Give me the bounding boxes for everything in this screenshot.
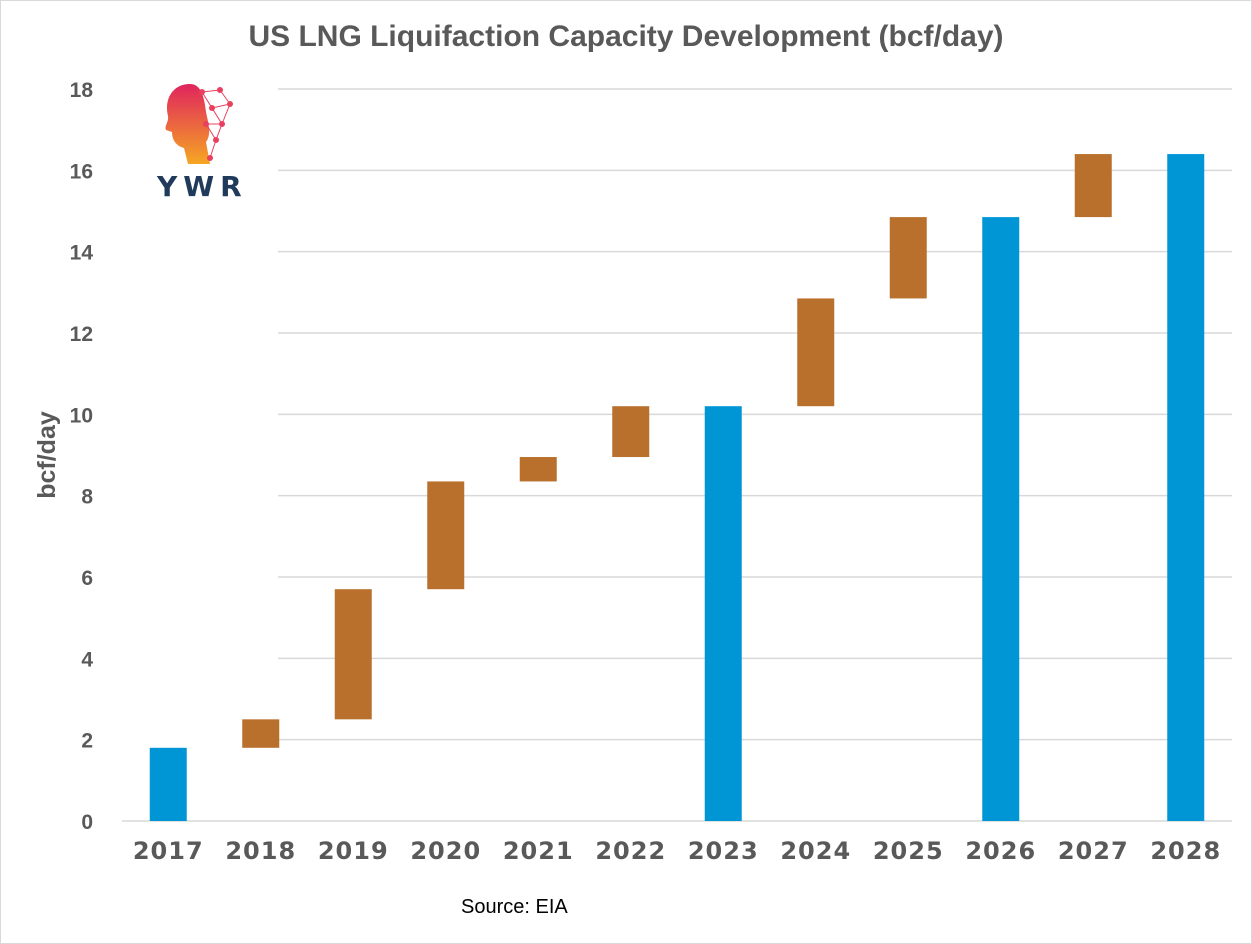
chart-title: US LNG Liquifaction Capacity Development… [248,20,1004,53]
x-tick-label: 2017 [133,837,204,865]
logo-text: YWR [157,170,248,203]
y-tick-label: 4 [81,648,93,671]
x-tick-label: 2023 [688,837,759,865]
x-tick-label: 2018 [225,837,296,865]
y-axis-label: bcf/day [33,411,61,499]
y-tick-label: 2 [81,730,93,753]
y-tick-label: 6 [81,567,93,590]
x-tick-label: 2024 [780,837,851,865]
ywr-logo [150,78,250,208]
bar-2017 [149,747,187,821]
bar-2027 [1074,154,1112,218]
bar-2024 [797,298,835,407]
head-network-icon [165,84,233,164]
x-tick-label: 2028 [1150,837,1221,865]
bar-2019 [334,589,372,720]
bar-2021 [519,457,557,482]
x-tick-label: 2020 [410,837,481,865]
bar-2025 [889,217,927,299]
x-tick-label: 2025 [873,837,944,865]
x-tick-label: 2021 [503,837,574,865]
bar-2028 [1167,154,1205,822]
y-tick-label: 10 [70,404,93,427]
bar-2022 [612,406,650,458]
bar-2023 [704,406,742,821]
source-note: Source: EIA [461,896,568,918]
bar-2018 [242,719,280,748]
y-tick-label: 18 [70,79,94,102]
x-tick-label: 2022 [595,837,666,865]
y-tick-label: 12 [70,323,93,346]
y-tick-label: 0 [81,811,93,834]
y-tick-label: 16 [70,160,93,183]
y-tick-label: 14 [70,242,94,265]
bar-2026 [982,217,1020,822]
y-tick-label: 8 [81,486,93,509]
x-tick-label: 2027 [1058,837,1129,865]
x-tick-label: 2019 [318,837,389,865]
x-tick-label: 2026 [965,837,1036,865]
bar-2020 [427,481,465,590]
